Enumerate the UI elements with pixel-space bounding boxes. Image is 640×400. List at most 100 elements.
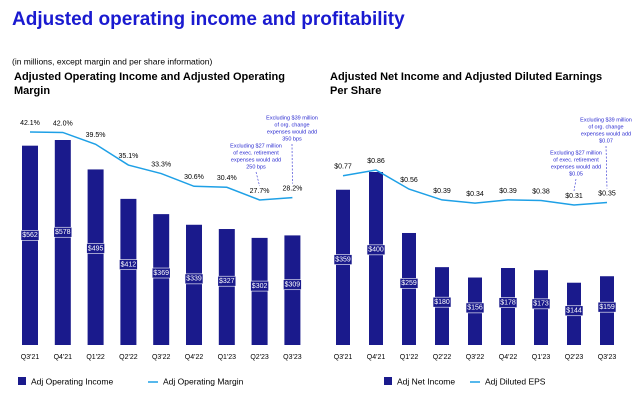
value-label: $178 — [500, 300, 516, 307]
x-tick-label: Q3'21 — [334, 354, 353, 361]
chart-title: Per Share — [330, 85, 381, 97]
value-label-box — [250, 280, 269, 292]
chart-title: Margin — [14, 85, 50, 97]
bar — [186, 224, 202, 345]
value-label-box — [151, 267, 171, 279]
line-value-label: $0.38 — [532, 188, 550, 195]
x-tick-label: Q2'22 — [119, 354, 138, 361]
line-value-label: 42.0% — [53, 120, 73, 127]
annotation: of org. change — [588, 124, 623, 130]
x-tick-label: Q4'22 — [185, 354, 204, 361]
annotation: expenses would add — [551, 164, 601, 170]
value-label: $327 — [219, 278, 235, 285]
value-label: $259 — [401, 280, 417, 287]
note: (in millions, except margin and per shar… — [12, 56, 212, 66]
annotation-leader — [573, 178, 577, 192]
x-tick-label: Q3'21 — [21, 354, 40, 361]
line-value-label: 30.4% — [217, 175, 237, 182]
line-value-label: $0.56 — [400, 177, 418, 184]
line-value-label: $0.34 — [466, 191, 484, 198]
value-label: $302 — [252, 283, 268, 290]
value-label-box — [184, 273, 204, 285]
x-tick-label: Q3'22 — [152, 354, 171, 361]
line-value-label: $0.77 — [334, 164, 352, 171]
annotation: 250 bps — [246, 164, 266, 170]
line — [29, 131, 293, 201]
bar — [251, 237, 268, 345]
value-label: $156 — [467, 305, 483, 312]
x-tick-label: Q2'23 — [250, 354, 269, 361]
value-label-box — [20, 230, 40, 241]
annotation: 350 bps — [282, 136, 302, 142]
value-label-box — [283, 279, 302, 291]
bar — [369, 172, 383, 345]
x-tick-label: Q4'22 — [499, 354, 518, 361]
bar — [87, 169, 104, 345]
value-label: $173 — [533, 301, 549, 308]
legend-label: Adj Diluted EPS — [485, 376, 546, 386]
bar — [336, 189, 350, 345]
annotation: Excluding $39 million — [266, 115, 318, 121]
line-value-label: 39.5% — [86, 132, 106, 139]
value-label-box — [432, 296, 452, 308]
value-label: $144 — [566, 308, 582, 315]
value-label-box — [597, 301, 617, 313]
chart-title: Adjusted Operating Income and Adjusted O… — [14, 71, 285, 83]
line-value-label: 30.6% — [184, 174, 204, 181]
value-label: $339 — [186, 276, 202, 283]
bar — [22, 145, 38, 345]
x-tick-label: Q2'22 — [433, 354, 452, 361]
value-label: $159 — [599, 304, 615, 311]
value-label-box — [399, 278, 419, 289]
bar — [120, 198, 137, 345]
value-label-box — [564, 305, 584, 317]
x-tick-label: Q1'22 — [400, 354, 419, 361]
annotation: Excluding $27 million — [230, 143, 282, 149]
line-value-label: 42.1% — [20, 120, 40, 127]
line-value-label: $0.86 — [367, 158, 385, 165]
line-value-label: 27.7% — [250, 188, 270, 195]
line — [342, 169, 608, 206]
value-label-box — [531, 298, 551, 310]
value-label-box — [333, 254, 353, 265]
annotation: Excluding $27 million — [550, 150, 602, 156]
annotation: Excluding $39 million — [580, 117, 632, 123]
x-tick-label: Q1'22 — [86, 354, 105, 361]
legend-label: Adj Operating Income — [31, 376, 113, 386]
bar — [402, 232, 416, 345]
value-label-box — [465, 302, 485, 314]
x-tick-label: Q4'21 — [54, 354, 73, 361]
line-value-label: 33.3% — [151, 161, 171, 168]
value-label: $495 — [88, 245, 104, 252]
bar — [218, 229, 235, 345]
value-label: $359 — [335, 256, 351, 263]
line-value-label: $0.39 — [499, 188, 517, 195]
annotation: of org. change — [274, 122, 309, 128]
value-label-box — [217, 275, 237, 287]
value-label: $562 — [22, 232, 38, 239]
line-value-label: 28.2% — [282, 185, 302, 192]
x-tick-label: Q3'23 — [598, 354, 617, 361]
line-value-label: $0.35 — [598, 190, 616, 197]
annotation: $0.05 — [569, 171, 583, 177]
bar — [54, 140, 71, 345]
x-tick-label: Q1'23 — [218, 354, 237, 361]
legend-label: Adj Operating Margin — [163, 376, 244, 386]
x-tick-label: Q1'23 — [532, 354, 551, 361]
value-label-box — [119, 259, 138, 270]
annotation: expenses would add — [231, 157, 281, 163]
line-value-label: $0.31 — [565, 193, 583, 200]
bar — [153, 214, 170, 345]
annotation: $0.07 — [599, 138, 613, 144]
legend-swatch — [384, 377, 392, 385]
annotation: of exec. retirement — [553, 157, 599, 163]
legend-label: Adj Net Income — [397, 376, 455, 386]
x-tick-label: Q3'22 — [466, 354, 485, 361]
line-value-label: 35.1% — [118, 153, 138, 160]
annotation-leader — [605, 145, 608, 189]
value-label-box — [498, 297, 518, 308]
value-label: $369 — [153, 270, 169, 277]
value-label: $400 — [368, 247, 384, 254]
value-label: $578 — [55, 229, 71, 236]
x-tick-label: Q4'21 — [367, 354, 386, 361]
